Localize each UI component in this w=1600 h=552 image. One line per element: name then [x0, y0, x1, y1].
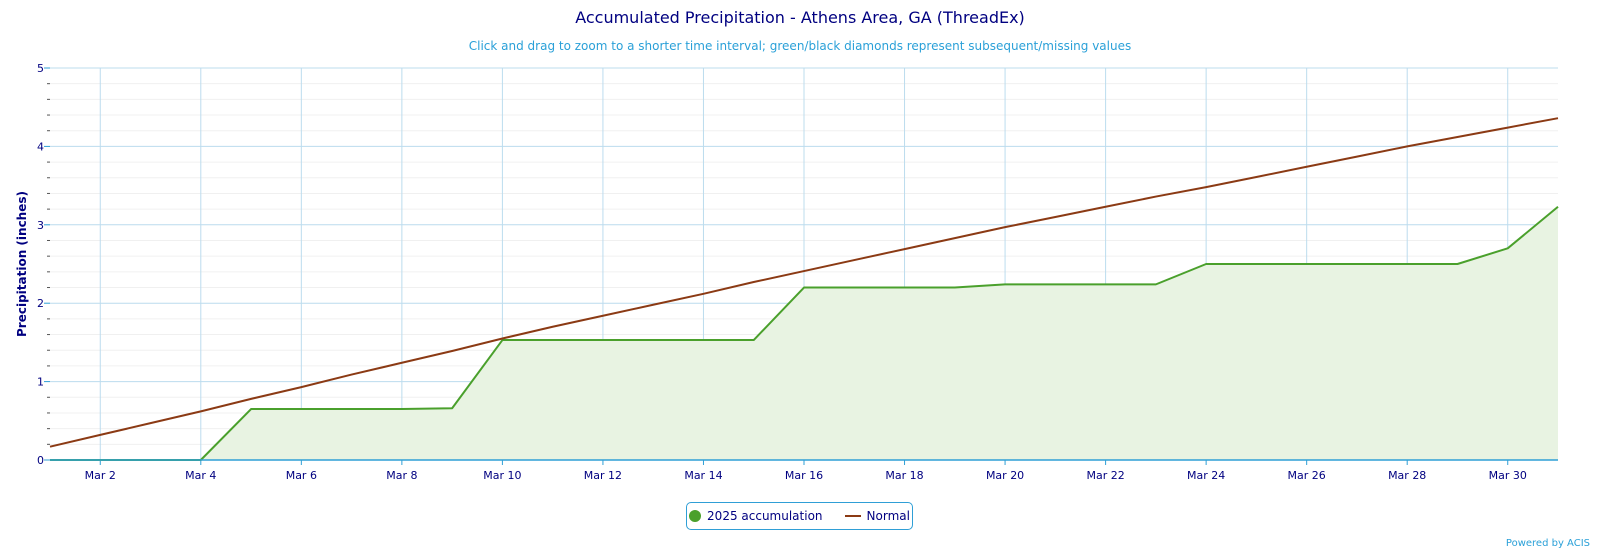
- x-tick-label: Mar 10: [483, 469, 521, 482]
- legend-label-accumulation: 2025 accumulation: [707, 509, 823, 523]
- x-tick-label: Mar 26: [1288, 469, 1326, 482]
- x-tick-label: Mar 8: [386, 469, 417, 482]
- legend-marker-normal: [844, 515, 861, 517]
- chart-title: Accumulated Precipitation - Athens Area,…: [575, 8, 1025, 27]
- powered-by-credit[interactable]: Powered by ACIS: [1505, 538, 1590, 549]
- accumulation-line: [50, 205, 1559, 461]
- x-tick-label: Mar 28: [1388, 469, 1426, 482]
- legend: 2025 accumulation Normal: [686, 502, 913, 530]
- chart-subtitle: Click and drag to zoom to a shorter time…: [469, 39, 1131, 53]
- y-tick-label: 5: [37, 62, 44, 75]
- x-tick-label: Mar 6: [286, 469, 317, 482]
- x-tick-label: Mar 20: [986, 469, 1024, 482]
- x-tick-label: Mar 2: [85, 469, 116, 482]
- plot-area[interactable]: 0 1 2 3 4 5 Mar 2 Mar 4 Mar 6 Mar 8 Mar 10 Mar 12 Ma…: [37, 62, 1559, 482]
- x-tick-label: Mar 18: [885, 469, 923, 482]
- legend-marker-accumulation: [689, 510, 702, 522]
- y-axis-label: Precipitation (inches): [15, 191, 29, 337]
- x-tick-label: Mar 14: [684, 469, 722, 482]
- y-tick-label: 4: [37, 140, 44, 153]
- legend-item-normal[interactable]: Normal: [844, 509, 910, 523]
- legend-label-normal: Normal: [866, 509, 910, 523]
- x-tick-label: Mar 12: [584, 469, 622, 482]
- x-tick-label: Mar 4: [185, 469, 216, 482]
- accumulation-area: [50, 206, 1558, 460]
- x-tick-label: Mar 22: [1086, 469, 1124, 482]
- normal-line: [49, 117, 1559, 448]
- x-tick-label: Mar 16: [785, 469, 823, 482]
- x-tick-label: Mar 30: [1489, 469, 1527, 482]
- y-tick-label: 3: [37, 219, 44, 232]
- x-tick-label: Mar 24: [1187, 469, 1225, 482]
- y-tick-label: 0: [37, 454, 44, 467]
- legend-item-accumulation[interactable]: 2025 accumulation: [689, 509, 823, 523]
- y-tick-label: 2: [37, 297, 44, 310]
- y-tick-label: 1: [37, 376, 44, 389]
